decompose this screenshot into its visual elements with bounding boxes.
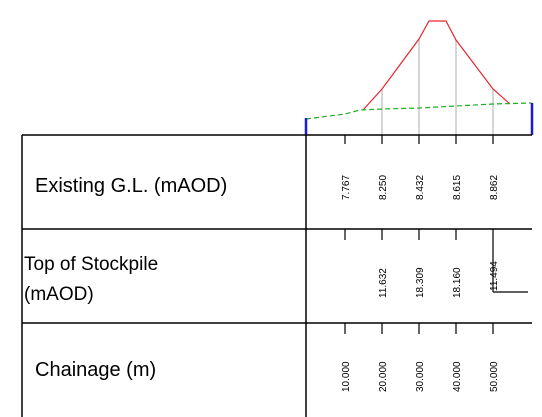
profile-area bbox=[304, 20, 534, 135]
existing-ground-line bbox=[305, 102, 533, 120]
chainage-value: 10.000 bbox=[341, 361, 352, 392]
chainage-value: 30.000 bbox=[415, 361, 426, 392]
stockpile-value: 18.309 bbox=[415, 267, 426, 298]
chainage-values: 10.000 20.000 30.000 40.000 50.000 bbox=[341, 361, 500, 392]
chainage-value: 40.000 bbox=[452, 361, 463, 392]
existing-gl-label: Existing G.L. (mAOD) bbox=[35, 175, 227, 197]
existing-gl-values: 7.767 8.250 8.432 8.615 8.862 bbox=[341, 175, 500, 200]
tick-marks bbox=[344, 135, 528, 334]
existing-gl-value: 8.432 bbox=[415, 175, 426, 200]
stockpile-value: 11.494 bbox=[489, 261, 500, 291]
chainage-value: 20.000 bbox=[378, 361, 389, 392]
existing-gl-value: 8.615 bbox=[452, 175, 463, 200]
existing-gl-value: 8.250 bbox=[378, 175, 389, 200]
chainage-value: 50.000 bbox=[489, 361, 500, 392]
stockpile-value: 11.632 bbox=[378, 268, 389, 298]
chainage-label: Chainage (m) bbox=[35, 359, 156, 381]
stockpile-profile-line bbox=[362, 20, 511, 111]
stockpile-value: 18.160 bbox=[452, 267, 463, 298]
stockpile-label-line1: Top of Stockpile bbox=[24, 254, 158, 275]
existing-gl-value: 8.862 bbox=[489, 175, 500, 200]
table-frame bbox=[21, 134, 532, 417]
existing-gl-value: 7.767 bbox=[341, 175, 352, 200]
stockpile-label-line2: (mAOD) bbox=[24, 284, 94, 305]
stockpile-values: 11.632 18.309 18.160 11.494 bbox=[378, 261, 500, 298]
